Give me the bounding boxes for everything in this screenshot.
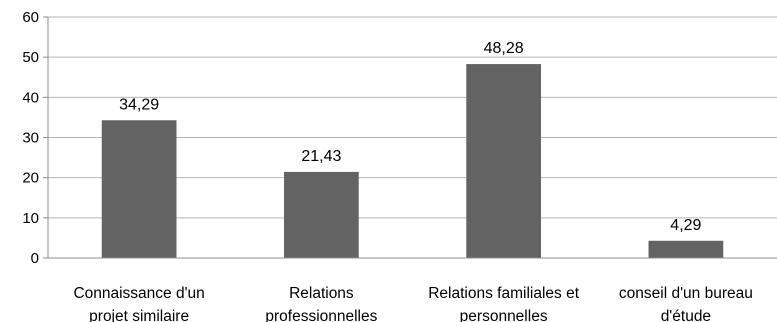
y-tick-label-40: 40 — [22, 89, 39, 106]
x-category-label-2-line-1: Relations — [289, 285, 354, 302]
x-category-label-2-line-2: professionnelles — [265, 308, 377, 322]
y-tick-label-50: 50 — [22, 49, 39, 66]
y-tick-label-20: 20 — [22, 170, 39, 187]
data-label-1: 34,29 — [119, 96, 159, 113]
axes — [43, 16, 777, 259]
x-category-label-4-line-2: d'étude — [661, 308, 711, 322]
y-tick-label-60: 60 — [22, 9, 39, 26]
data-label-2: 21,43 — [301, 148, 341, 165]
y-tick-label-0: 0 — [31, 250, 39, 267]
x-category-label-4-line-1: conseil d'un bureau — [619, 285, 753, 302]
bars — [101, 64, 724, 259]
x-category-label-1-line-2: projet similaire — [89, 308, 189, 322]
bar-1 — [101, 120, 177, 259]
data-label-3: 48,28 — [484, 40, 524, 57]
x-category-label-1-line-1: Connaissance d'un — [73, 285, 204, 302]
data-label-4: 4,29 — [670, 217, 701, 234]
bar-4 — [648, 240, 724, 258]
x-category-label-3-line-2: personnelles — [460, 308, 548, 322]
labels: 0 10 20 30 40 50 60 34,29 Connaissance d'un proje… — [22, 9, 753, 322]
x-category-label-3-line-1: Relations familiales et — [428, 285, 579, 302]
y-tick-label-10: 10 — [22, 210, 39, 227]
bar-3 — [466, 64, 541, 258]
y-tick-label-30: 30 — [22, 130, 39, 147]
bar-2 — [284, 171, 359, 258]
